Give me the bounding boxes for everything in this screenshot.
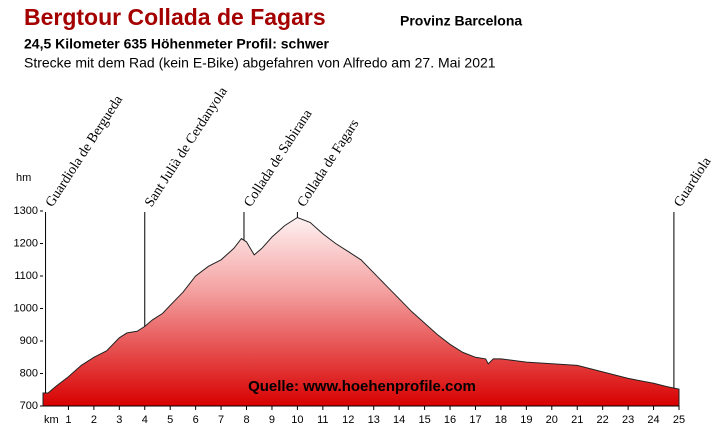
- x-tick-label: 22: [597, 414, 609, 426]
- x-tick-label: 7: [218, 414, 224, 426]
- region: Provinz Barcelona: [400, 13, 522, 29]
- y-tick-label: 900: [20, 335, 38, 347]
- x-tick-label: 4: [142, 414, 148, 426]
- y-tick-label: 700: [20, 400, 38, 412]
- waypoint-label: Guardiola de Bergueda: [43, 92, 127, 210]
- x-tick-label: 11: [317, 414, 328, 426]
- x-tick-label: 12: [342, 414, 354, 426]
- x-tick-label: 13: [368, 414, 380, 426]
- y-tick-label: 1000: [14, 302, 38, 314]
- x-tick-label: 23: [622, 414, 634, 426]
- waypoint-label: Sant Julià de Cerdanyola: [142, 84, 231, 210]
- waypoint-label: Guardiola: [671, 154, 714, 210]
- subtitle: 24,5 Kilometer 635 Höhenmeter Profil: sc…: [24, 36, 330, 52]
- x-tick-label: 5: [167, 414, 173, 426]
- y-tick-label: 1100: [14, 270, 38, 282]
- x-tick-label: 8: [243, 414, 249, 426]
- x-axis-label: km: [44, 414, 59, 426]
- x-tick-label: 14: [393, 414, 405, 426]
- y-tick-label: 1300: [14, 205, 38, 217]
- annotation: Quelle: www.hoehenprofile.com: [248, 378, 476, 395]
- x-tick-label: 25: [673, 414, 685, 426]
- description: Strecke mit dem Rad (kein E-Bike) abgefa…: [24, 55, 496, 71]
- chart-title: Bergtour Collada de Fagars: [24, 4, 326, 30]
- y-tick-label: 1200: [14, 237, 38, 249]
- x-tick-label: 15: [418, 414, 430, 426]
- x-tick-label: 21: [571, 414, 583, 426]
- x-tick-label: 6: [193, 414, 199, 426]
- x-tick-label: 20: [546, 414, 558, 426]
- x-tick-label: 1: [65, 414, 71, 426]
- x-tick-label: 10: [291, 414, 303, 426]
- x-tick-label: 18: [495, 414, 507, 426]
- y-axis-label: hm: [16, 172, 31, 184]
- x-tick-label: 24: [647, 414, 659, 426]
- y-tick-label: 800: [20, 367, 38, 379]
- x-tick-label: 16: [444, 414, 456, 426]
- x-tick-label: 3: [116, 414, 122, 426]
- x-tick-label: 9: [269, 414, 275, 426]
- x-tick-label: 17: [469, 414, 481, 426]
- x-tick-label: 2: [91, 414, 97, 426]
- x-tick-label: 19: [520, 414, 532, 426]
- elevation-area: [42, 216, 680, 407]
